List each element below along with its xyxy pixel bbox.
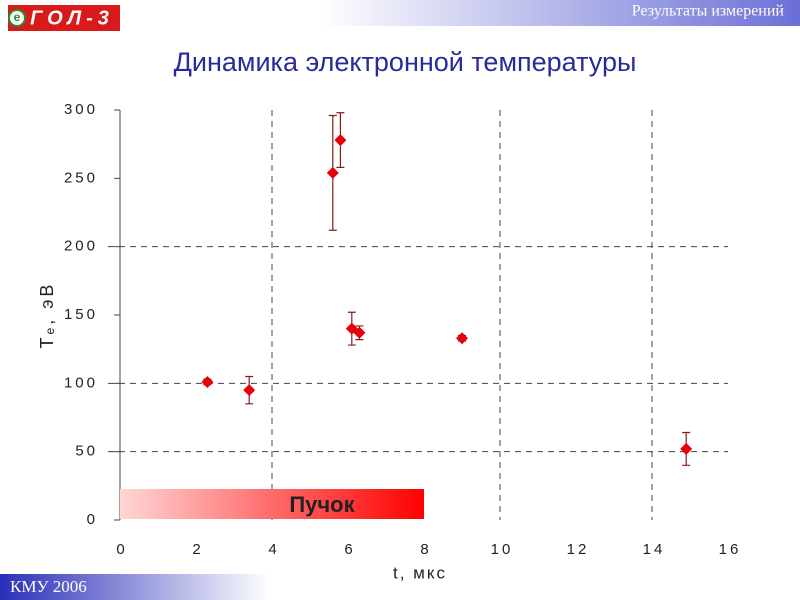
data-point [680,442,693,455]
x-tick-label: 10 [491,541,514,558]
y-axis-label: Tₑ, эВ [37,282,57,349]
footer-bar [0,574,270,600]
logo-mark: e [14,10,21,24]
logo-text: ГОЛ-3 [30,7,114,29]
x-tick-label: 4 [268,541,279,558]
x-tick-label: 16 [719,541,742,558]
y-tick-label: 300 [64,101,98,118]
x-tick-label: 12 [567,541,590,558]
chart-title: Динамика электронной температуры [174,47,637,77]
beam-label: Пучок [289,492,355,517]
y-tick-label: 0 [87,511,98,528]
x-axis-label: t, мкс [393,563,447,582]
data-point [456,332,468,345]
data-point [326,166,339,179]
data-point [353,326,366,339]
data-point [243,384,256,397]
x-tick-label: 8 [420,541,431,558]
header-title: Результаты измерений [632,3,785,20]
footer-text: КМУ 2006 [10,577,87,596]
y-tick-label: 50 [75,443,98,460]
y-tick-label: 200 [64,238,98,255]
logo-circle [8,9,26,27]
y-tick-label: 150 [64,306,98,323]
data-point [201,375,214,388]
x-tick-label: 2 [192,541,203,558]
data-point [334,134,347,147]
x-tick-label: 0 [116,541,127,558]
header-bar [320,0,800,26]
y-tick-label: 100 [64,374,98,391]
x-tick-label: 14 [643,541,666,558]
beam-bar [120,489,424,519]
x-tick-label: 6 [344,541,355,558]
y-tick-label: 250 [64,169,98,186]
logo-box [8,5,120,31]
